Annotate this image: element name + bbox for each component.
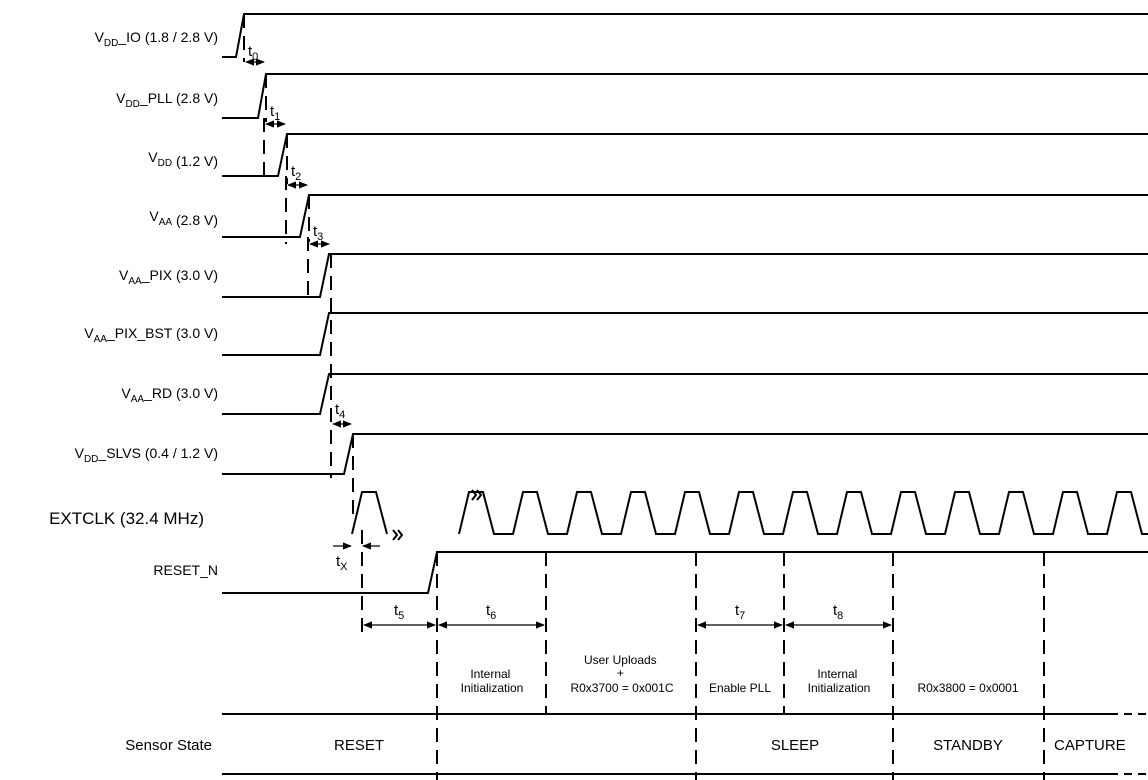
timing-label-t4: t4 [335, 401, 345, 421]
waveform-vdd-slvs [222, 433, 1148, 475]
waveform-vaa-pix [222, 253, 1148, 298]
timing-label-t3: t3 [313, 223, 323, 243]
phase-timing-dimensions: t5 t6 t7 t8 [363, 602, 892, 629]
timing-label-tx: tX [336, 553, 348, 573]
waveform-vaa-rd [222, 373, 1148, 415]
supply-labels: VDD_IO (1.8 / 2.8 V) VDD_PLL (2.8 V) VDD… [49, 29, 218, 578]
timing-label-t6: t6 [486, 602, 496, 622]
waveform-vaa-pix-bst [222, 312, 1148, 356]
supply-label-vdd-pll: VDD_PLL (2.8 V) [116, 90, 218, 110]
sensor-state-bus: Sensor State RESET SLEEP STANDBY CAPTURE [125, 713, 1146, 775]
phase-enable-pll: Enable PLL [709, 681, 771, 695]
extclk-label: EXTCLK (32.4 MHz) [49, 509, 204, 528]
timing-label-t5: t5 [394, 602, 404, 622]
waveform-vaa [222, 194, 1148, 238]
clock-break-mark-2 [471, 489, 483, 501]
supply-label-vdd-io: VDD_IO (1.8 / 2.8 V) [95, 29, 218, 49]
supply-label-vaa-rd: VAA_RD (3.0 V) [121, 385, 218, 405]
supply-waveforms [222, 13, 1148, 475]
state-standby: STANDBY [933, 737, 1003, 754]
state-reset: RESET [334, 737, 384, 754]
extclk-waveform [351, 489, 1148, 541]
phase-internal-init-2: Internal Initialization [808, 667, 871, 695]
timing-label-t2: t2 [291, 163, 301, 183]
timing-label-t8: t8 [833, 602, 843, 622]
timing-label-t7: t7 [735, 602, 745, 622]
phase-standby-write: R0x3800 = 0x0001 [917, 681, 1018, 695]
reset-n-label: RESET_N [153, 562, 218, 578]
phase-user-uploads: User Uploads + R0x3700 = 0x001C [570, 653, 673, 695]
waveform-vdd-io [222, 13, 1148, 58]
reset-n-waveform [222, 551, 1148, 594]
state-sleep: SLEEP [771, 737, 819, 754]
supply-label-vaa: VAA (2.8 V) [149, 208, 218, 228]
timing-label-t1: t1 [270, 103, 280, 123]
supply-label-vaa-pix: VAA_PIX (3.0 V) [119, 267, 218, 287]
clock-break-mark-1 [392, 529, 404, 541]
timing-label-t0: t0 [248, 43, 258, 63]
supply-reference-dashes [243, 14, 363, 640]
phase-descriptions: Internal Initialization User Uploads + R… [461, 653, 1019, 695]
state-capture: CAPTURE [1054, 737, 1126, 754]
phase-markers [436, 552, 1045, 780]
waveform-vdd [222, 133, 1148, 177]
supply-label-vdd-slvs: VDD_SLVS (0.4 / 1.2 V) [75, 445, 218, 465]
sensor-state-label: Sensor State [125, 737, 212, 754]
supply-label-vdd: VDD (1.2 V) [148, 149, 218, 169]
waveform-vdd-pll [222, 73, 1148, 119]
phase-internal-init-1: Internal Initialization [461, 667, 524, 695]
supply-timing-dimensions: t0 t1 t2 t3 t4 tX [245, 43, 380, 573]
supply-label-vaa-pix-bst: VAA_PIX_BST (3.0 V) [84, 325, 218, 345]
